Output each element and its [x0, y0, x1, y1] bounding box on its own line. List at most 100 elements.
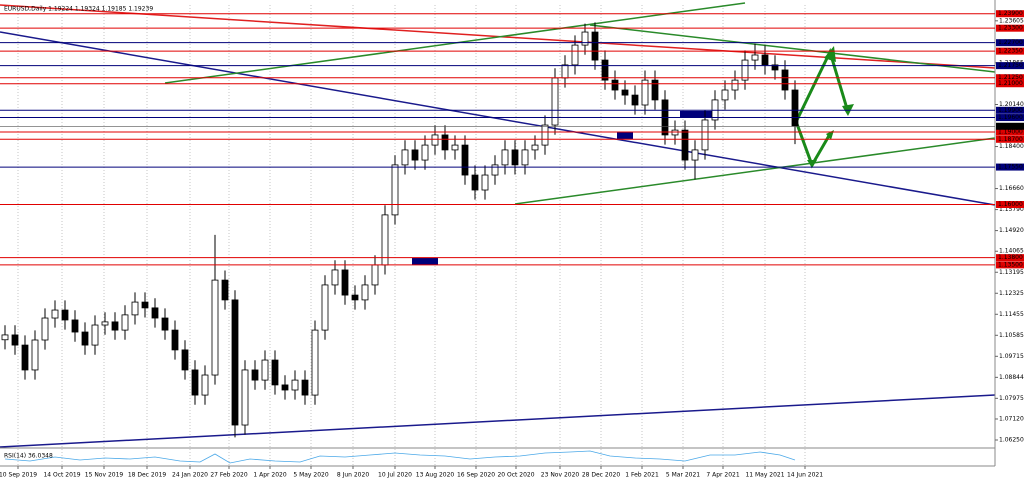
candle-body [501, 149, 509, 166]
y-tick-label: 1.07120 [999, 415, 1024, 422]
candle-body [11, 334, 19, 346]
x-tick-label: 27 Feb 2020 [210, 472, 248, 479]
candle-body [741, 59, 749, 81]
x-tick-label: 8 Jun 2020 [337, 472, 369, 479]
candle-body [461, 144, 469, 176]
candle-body [201, 374, 209, 396]
arrow-head [807, 160, 817, 168]
candle-body [781, 69, 789, 91]
level-label: 1.23900 [998, 10, 1023, 17]
candle-body [751, 54, 759, 61]
candle-body [231, 299, 239, 426]
x-tick-label: 24 Jan 2020 [172, 472, 208, 479]
level-label: 1.21250 [998, 74, 1023, 81]
level-tag [996, 80, 1024, 88]
level-label: 1.21000 [998, 80, 1023, 87]
candle-body [161, 317, 169, 331]
level-tag [996, 135, 1024, 143]
candle-body [641, 79, 649, 106]
x-tick-label: 16 Sep 2020 [457, 472, 495, 479]
candle-body [481, 174, 489, 191]
y-tick-label: 1.14065 [999, 248, 1024, 255]
x-tick-label: 15 Nov 2019 [85, 472, 124, 479]
level-label: 1.22350 [998, 48, 1023, 55]
level-label: 1.17550 [998, 164, 1023, 171]
candle-body [171, 329, 179, 351]
y-tick-label: 1.16660 [999, 185, 1024, 192]
level-tag [996, 47, 1024, 55]
y-tick-label: 1.14920 [999, 227, 1024, 234]
candle-body [221, 279, 229, 301]
candle-body [61, 309, 69, 321]
indicator-label: RSI(14) 36.0348 [4, 453, 53, 460]
candle-body [541, 124, 549, 146]
current-price-label: 1.19239 [998, 123, 1023, 130]
candle-body [721, 89, 729, 101]
candle-body [521, 149, 529, 166]
x-tick-label: 14 Jun 2021 [787, 472, 823, 479]
candle-body [651, 79, 659, 101]
trend-line [589, 24, 996, 73]
candle-body [621, 89, 629, 96]
level-label: 1.23300 [998, 25, 1023, 32]
x-tick-label: 28 Dec 2020 [582, 472, 621, 479]
x-tick-label: 10 Jul 2020 [378, 472, 412, 479]
y-tick-label: 1.08844 [999, 374, 1024, 381]
candle-body [421, 144, 429, 161]
candle-body [471, 174, 479, 191]
y-tick-label: 1.15790 [999, 206, 1024, 213]
level-tag [996, 24, 1024, 32]
current-price-tag [996, 122, 1024, 130]
level-label: 1.16000 [998, 201, 1023, 208]
y-tick-label: 1.18400 [999, 143, 1024, 150]
x-tick-label: 23 Nov 2020 [541, 472, 580, 479]
x-tick-label: 5 Mar 2021 [666, 472, 700, 479]
level-label: 1.13800 [998, 254, 1023, 261]
x-tick-label: 20 Oct 2020 [497, 472, 534, 479]
candle-body [761, 54, 769, 66]
candle-body [251, 369, 259, 381]
candle-body [611, 79, 619, 91]
candle-body [441, 134, 449, 151]
level-tag [996, 106, 1024, 114]
candle-body [701, 119, 709, 151]
candle-body [181, 349, 189, 371]
x-tick-label: 18 Dec 2019 [128, 472, 167, 479]
y-tick-label: 1.12325 [999, 290, 1024, 297]
candle-body [681, 129, 689, 161]
trend-line [514, 137, 996, 205]
candle-body [301, 379, 309, 396]
level-tag [996, 74, 1024, 82]
level-label: 1.18700 [998, 136, 1023, 143]
candle-body [631, 94, 639, 106]
y-tick-label: 1.09715 [999, 353, 1024, 360]
candle-body [101, 321, 109, 326]
candle-body [411, 149, 419, 161]
candle-body [111, 321, 119, 331]
candle-body [41, 317, 49, 341]
candle-body [731, 79, 739, 91]
candle-body [281, 384, 289, 391]
candle-body [151, 307, 159, 319]
candle-body [211, 279, 219, 376]
candle-body [91, 324, 99, 346]
level-tag [996, 201, 1024, 209]
level-label: 1.13500 [998, 261, 1023, 268]
candle-body [601, 59, 609, 81]
y-tick-label: 1.07975 [999, 395, 1024, 402]
y-tick-label: 1.10585 [999, 332, 1024, 339]
candle-body [321, 284, 329, 331]
level-tag [996, 114, 1024, 122]
candle-body [71, 319, 79, 333]
candle-body [791, 89, 799, 127]
x-tick-label: 1 Feb 2021 [625, 472, 659, 479]
candle-body [361, 284, 369, 301]
level-label: 1.22700 [998, 39, 1023, 46]
candle-body [291, 379, 299, 391]
x-tick-label: 11 May 2021 [745, 472, 784, 479]
x-tick-label: 7 Apr 2021 [706, 472, 739, 479]
rsi-line [4, 450, 796, 464]
x-tick-label: 10 Sep 2019 [0, 472, 37, 479]
y-tick-label: 1.13195 [999, 269, 1024, 276]
candle-body [331, 269, 339, 286]
